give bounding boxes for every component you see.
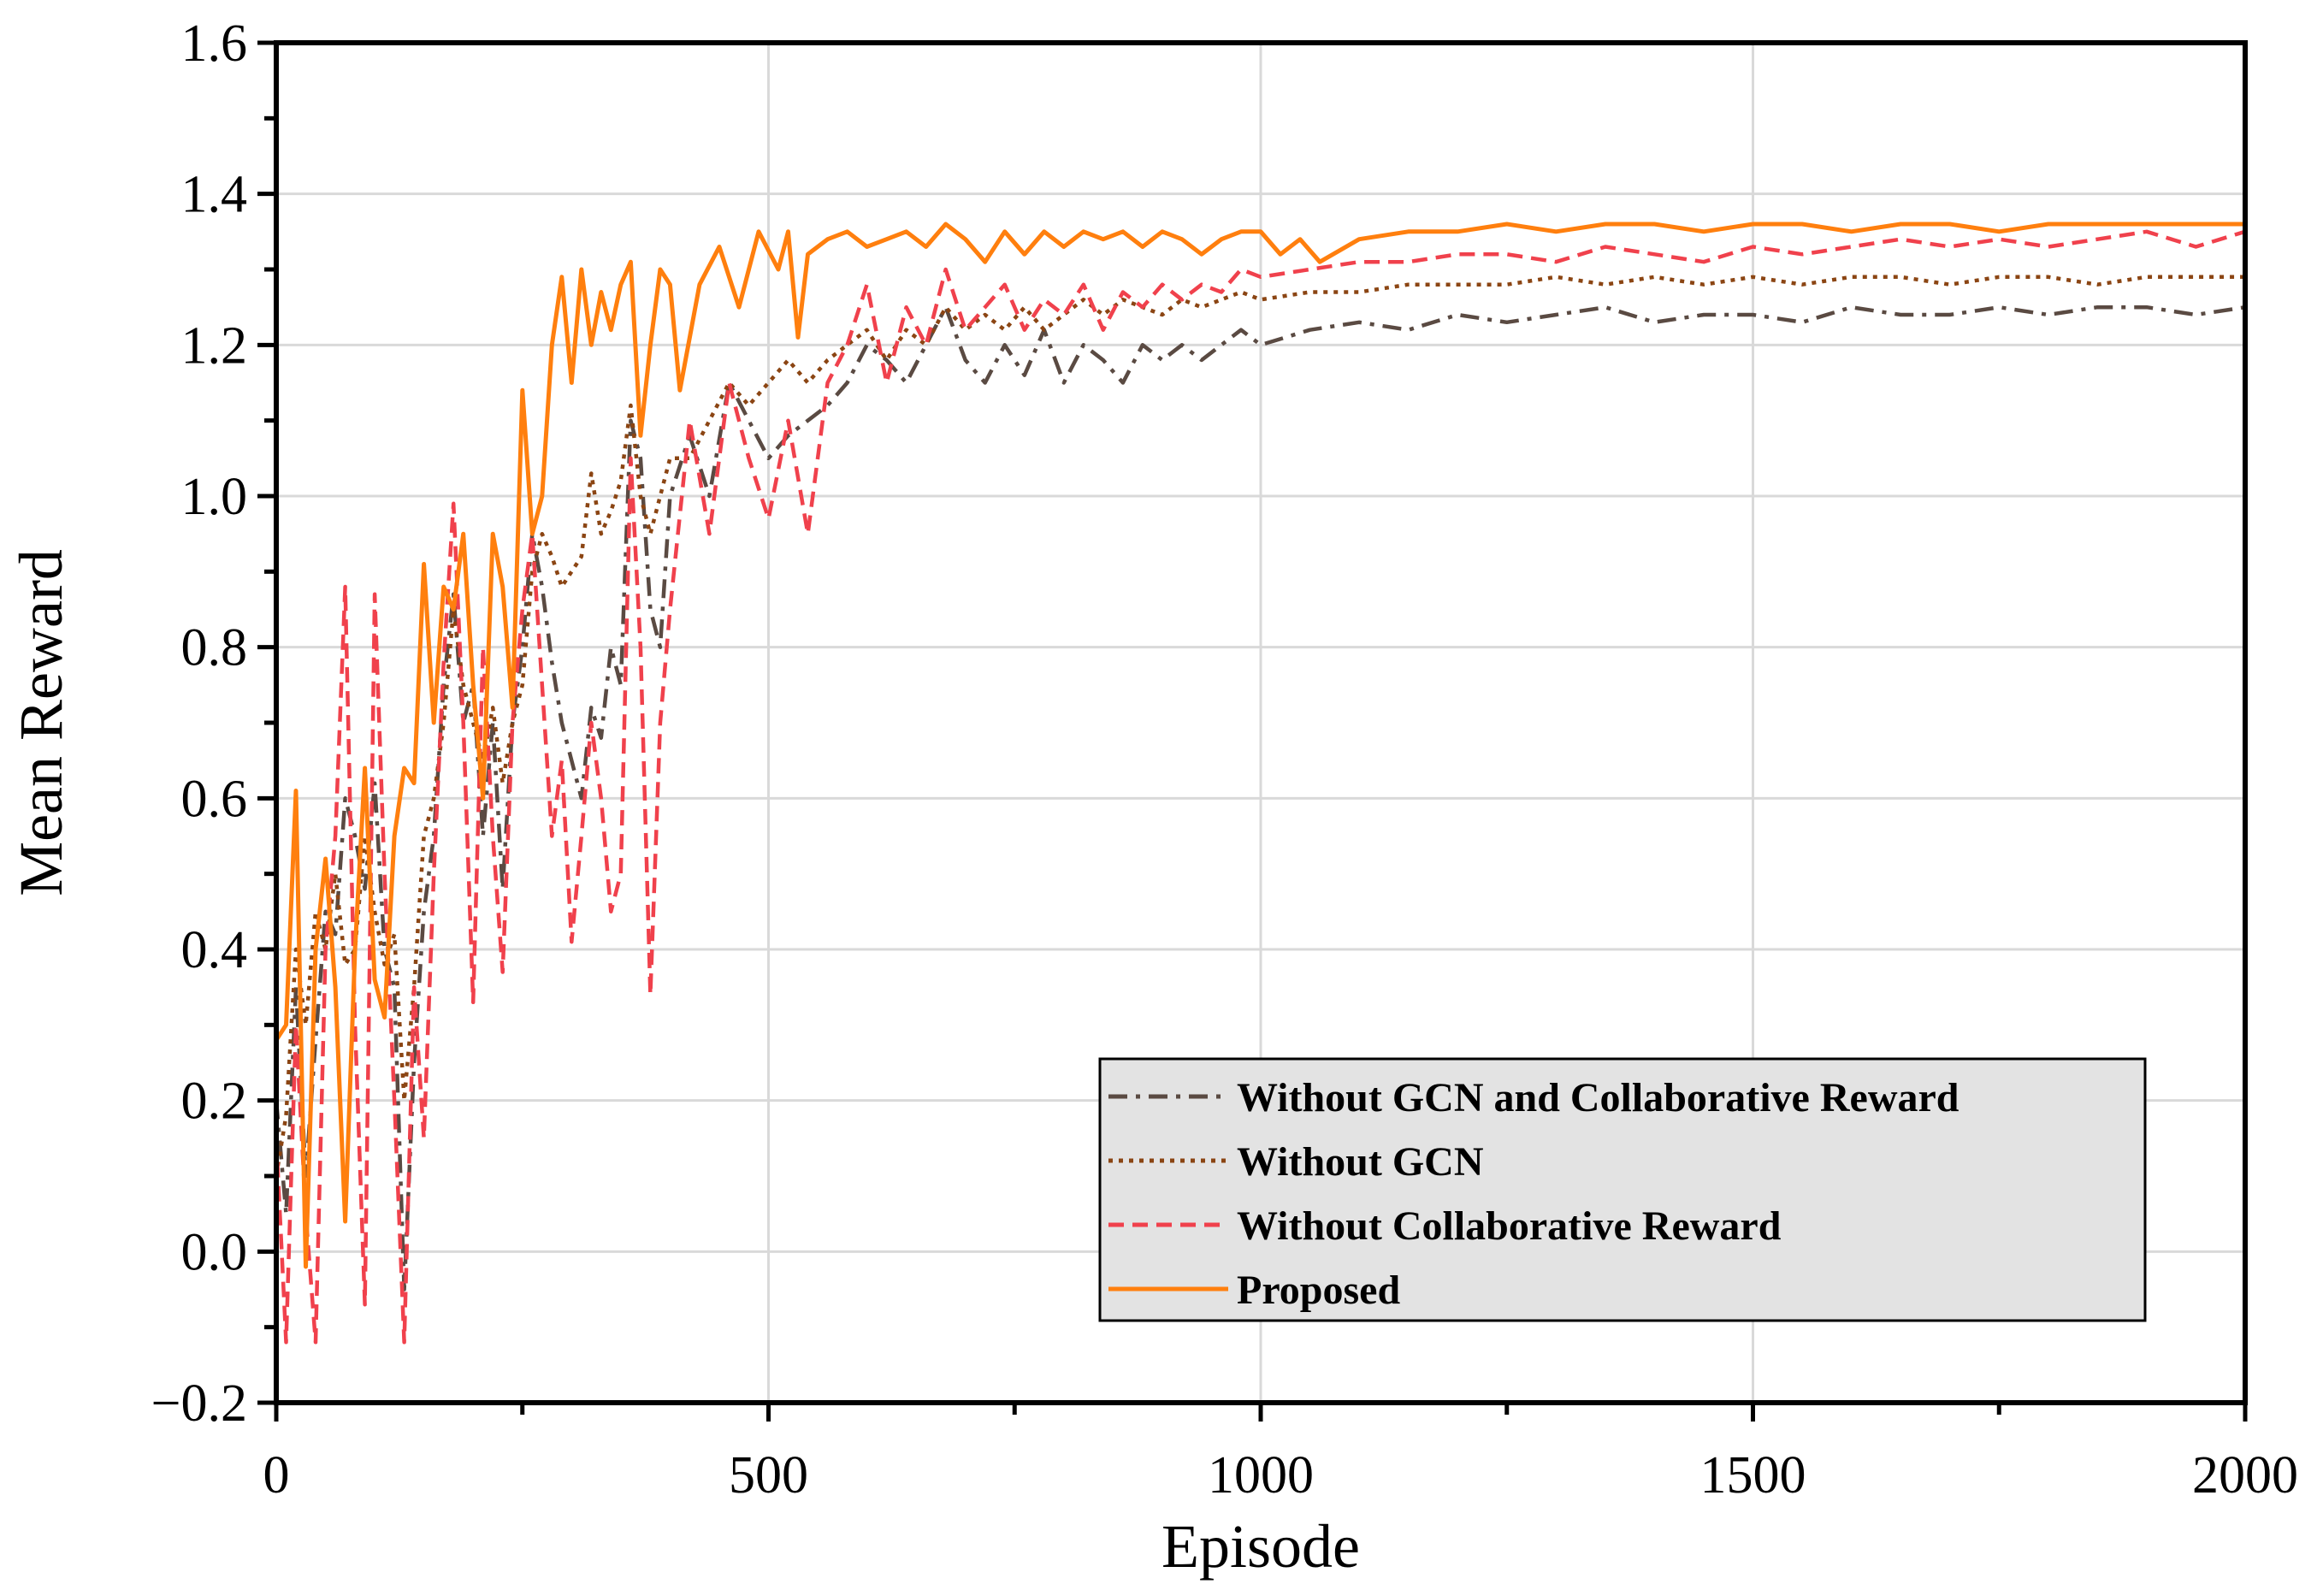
y-tick-label: 1.2 [181,316,248,375]
y-axis-tick-labels: −0.2 0.0 0.2 0.4 0.6 0.8 1.0 1.2 1.4 1.6 [151,15,247,1433]
y-tick-label: −0.2 [151,1374,247,1433]
legend-label-proposed: Proposed [1237,1268,1400,1313]
series-line-proposed [274,222,2245,1269]
x-axis-tick-labels: 0 500 1000 1500 2000 [263,1446,2299,1504]
x-tick-label: 500 [729,1446,808,1504]
legend-label-without-gcn: Without GCN [1237,1139,1484,1185]
series-layer [274,222,2246,1345]
y-tick-label: 0.2 [181,1073,248,1131]
y-tick-label: 0.0 [181,1223,248,1281]
y-tick-label: 0.4 [181,921,248,979]
y-tick-label: 1.0 [181,468,248,526]
y-tick-label: 0.8 [181,619,248,677]
legend: Without GCN and Collaborative Reward With… [1098,1057,2147,1322]
series-line-without-gcn-and-collaborative-reward [274,304,2246,1292]
y-tick-label: 1.4 [181,166,248,224]
x-tick-label: 1000 [1208,1446,1314,1504]
x-tick-label: 0 [263,1446,290,1504]
y-tick-label: 0.6 [181,770,248,828]
y-axis-title: Mean Reward [7,549,75,896]
axis-ticks [257,40,2248,1422]
x-tick-label: 2000 [2192,1446,2298,1504]
y-tick-label: 1.6 [181,15,248,73]
legend-label-without-collaborative-reward: Without Collaborative Reward [1237,1203,1782,1249]
x-tick-label: 1500 [1700,1446,1806,1504]
grid-lines [276,43,2245,1403]
legend-box [1098,1057,2147,1322]
x-axis-title: Episode [1162,1512,1360,1581]
legend-label-without-gcn-and-collaborative-reward: Without GCN and Collaborative Reward [1237,1075,1959,1120]
